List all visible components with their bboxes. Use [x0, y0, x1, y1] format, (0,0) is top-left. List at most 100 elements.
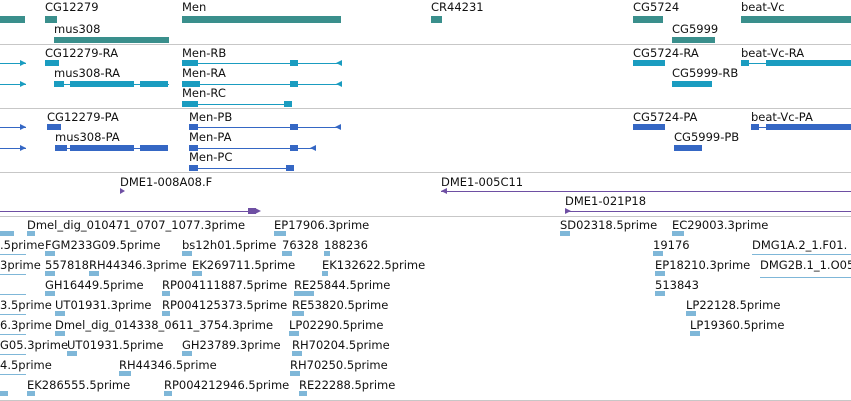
est-label[interactable]: Dmel_dig_010471_0707_1077.3prime [27, 218, 246, 232]
exon[interactable] [290, 145, 298, 151]
transcript-label[interactable]: CG5999-RB [672, 66, 739, 80]
est-feature[interactable] [27, 391, 35, 396]
est-feature[interactable] [0, 294, 26, 295]
est-label[interactable]: G05.3prime [0, 338, 69, 352]
exon[interactable] [182, 101, 198, 107]
est-label[interactable]: GH16449.5prime [45, 278, 144, 292]
protein-label[interactable]: mus308-PA [55, 130, 120, 144]
gene-feature[interactable] [182, 16, 341, 23]
exon[interactable] [70, 81, 134, 87]
est-label[interactable]: EC29003.3prime [672, 218, 769, 232]
est-feature[interactable] [45, 271, 55, 276]
est-label[interactable]: RH44346.3prime [89, 258, 187, 272]
est-label[interactable]: LP19360.5prime [690, 318, 785, 332]
clone-feature[interactable] [441, 191, 851, 192]
protein-label[interactable]: beat-Vc-PA [751, 110, 813, 124]
est-feature[interactable] [0, 274, 26, 275]
est-label[interactable]: Dmel_dig_014338_0611_3754.3prime [55, 318, 274, 332]
est-feature[interactable] [299, 391, 307, 396]
est-label[interactable]: 3prime [0, 258, 41, 272]
clone-label[interactable]: DME1-005C11 [441, 175, 524, 189]
clone-label[interactable]: DME1-021P18 [565, 194, 647, 208]
est-feature[interactable] [655, 271, 665, 276]
est-feature[interactable] [290, 371, 300, 376]
gene-feature[interactable] [431, 16, 442, 23]
est-feature[interactable] [752, 254, 851, 255]
gene-label[interactable]: CG5999 [672, 22, 719, 36]
est-feature[interactable] [322, 271, 328, 276]
est-label[interactable]: EP18210.3prime [655, 258, 751, 272]
est-feature[interactable] [282, 251, 292, 256]
exon[interactable] [290, 124, 298, 130]
est-feature[interactable] [182, 251, 192, 256]
est-label[interactable]: RE53820.5prime [292, 298, 389, 312]
est-label[interactable]: UT01931.3prime [55, 298, 152, 312]
est-feature[interactable] [89, 271, 99, 276]
exon[interactable] [766, 60, 851, 66]
est-label[interactable]: 6.3prime [0, 318, 52, 332]
est-label[interactable]: EK286555.5prime [27, 378, 131, 392]
est-label[interactable]: bs12h01.5prime [182, 238, 277, 252]
est-feature[interactable] [0, 334, 26, 335]
est-feature[interactable] [655, 291, 665, 296]
exon[interactable] [286, 165, 294, 171]
gene-feature[interactable] [741, 16, 851, 23]
exon[interactable] [55, 145, 67, 151]
est-feature[interactable] [0, 231, 14, 236]
transcript-label[interactable]: mus308-RA [54, 66, 120, 80]
est-feature[interactable] [45, 251, 55, 256]
protein-label[interactable]: CG5999-PB [674, 130, 740, 144]
est-feature[interactable] [292, 351, 302, 356]
est-feature[interactable] [560, 231, 570, 236]
est-label[interactable]: DMG2B.1_1.O05 [760, 258, 851, 272]
est-label[interactable]: RP004125373.5prime [162, 298, 288, 312]
est-label[interactable]: LP22128.5prime [686, 298, 781, 312]
gene-feature[interactable] [0, 16, 25, 23]
est-feature[interactable] [0, 374, 26, 375]
est-feature[interactable] [653, 251, 663, 256]
est-feature[interactable] [0, 254, 26, 255]
est-feature[interactable] [182, 351, 192, 356]
gene-feature[interactable] [633, 16, 663, 23]
exon[interactable] [189, 165, 198, 171]
est-label[interactable]: LP02290.5prime [289, 318, 384, 332]
gene-feature[interactable] [672, 37, 715, 43]
protein-label[interactable]: CG5724-PA [633, 110, 698, 124]
exon[interactable] [140, 81, 168, 87]
est-feature[interactable] [55, 331, 65, 336]
gene-label[interactable]: beat-Vc [741, 0, 785, 14]
exon[interactable] [140, 145, 168, 151]
exon[interactable] [284, 101, 292, 107]
exon[interactable] [182, 60, 198, 66]
est-label[interactable]: EP17906.3prime [274, 218, 370, 232]
transcript-label[interactable]: beat-Vc-RA [741, 46, 805, 60]
est-label[interactable]: 513843 [655, 278, 699, 292]
est-label[interactable]: RP004212946.5prime [164, 378, 290, 392]
exon[interactable] [766, 124, 851, 130]
est-label[interactable]: SD02318.5prime [560, 218, 658, 232]
est-feature[interactable] [0, 354, 26, 355]
est-feature[interactable] [289, 331, 299, 336]
protein-feature[interactable] [674, 145, 702, 151]
est-label[interactable]: UT01931.5prime [67, 338, 164, 352]
protein-feature[interactable] [47, 124, 61, 130]
est-label[interactable]: 188236 [324, 238, 368, 252]
exon[interactable] [189, 145, 198, 151]
exon[interactable] [290, 60, 298, 66]
est-label[interactable]: EK269711.5prime [192, 258, 296, 272]
est-feature[interactable] [274, 231, 286, 236]
est-feature[interactable] [45, 291, 55, 296]
transcript-label[interactable]: Men-RC [182, 86, 226, 100]
est-feature[interactable] [294, 291, 314, 296]
est-label[interactable]: FGM233G09.5prime [45, 238, 161, 252]
est-feature[interactable] [164, 391, 172, 396]
transcript-feature[interactable] [45, 60, 59, 66]
est-feature[interactable] [55, 311, 65, 316]
transcript-feature[interactable] [672, 81, 712, 87]
est-feature[interactable] [292, 311, 304, 316]
est-label[interactable]: DMG1A.2_1.F01. [752, 238, 848, 252]
transcript-label[interactable]: CG12279-RA [45, 46, 119, 60]
exon[interactable] [70, 145, 134, 151]
est-feature[interactable] [27, 231, 35, 236]
est-label[interactable]: RE25844.5prime [294, 278, 391, 292]
